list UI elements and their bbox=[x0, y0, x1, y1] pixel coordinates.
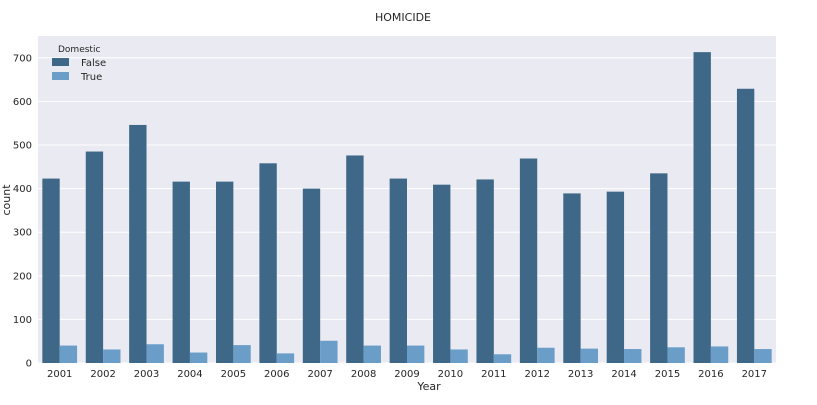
bar-true-2012 bbox=[537, 347, 555, 363]
bar-true-2007 bbox=[320, 340, 338, 363]
bar-false-2006 bbox=[259, 163, 277, 363]
legend-label-true: True bbox=[80, 72, 102, 83]
bars bbox=[42, 52, 772, 364]
bar-true-2005 bbox=[233, 345, 251, 363]
chart-title: HOMICIDE bbox=[375, 11, 431, 24]
x-tick-label: 2008 bbox=[351, 369, 376, 380]
bar-false-2012 bbox=[519, 158, 538, 363]
bar-false-2013 bbox=[563, 193, 581, 363]
x-tick-label: 2015 bbox=[655, 369, 680, 380]
y-axis-label: count bbox=[0, 184, 13, 216]
bar-false-2015 bbox=[650, 173, 668, 363]
x-tick-label: 2016 bbox=[698, 369, 723, 380]
x-tick-label: 2014 bbox=[611, 369, 636, 380]
bar-true-2017 bbox=[754, 349, 772, 363]
bar-false-2002 bbox=[85, 151, 104, 363]
x-tick-label: 2013 bbox=[568, 369, 593, 380]
bar-false-2007 bbox=[302, 188, 321, 363]
x-tick-label: 2010 bbox=[438, 369, 463, 380]
bar-true-2015 bbox=[667, 347, 685, 363]
x-tick-labels: 2001 2002 2003 2004 2005 2006 2007 2008 2009 2010… bbox=[47, 369, 767, 380]
bar-false-2005 bbox=[215, 181, 234, 363]
x-tick-label: 2005 bbox=[221, 369, 246, 380]
bar-true-2011 bbox=[493, 354, 512, 363]
x-tick-label: 2009 bbox=[394, 369, 419, 380]
legend-label-false: False bbox=[81, 58, 106, 69]
bar-true-2014 bbox=[624, 349, 642, 363]
bar-true-2010 bbox=[450, 349, 468, 363]
bar-false-2017 bbox=[736, 88, 755, 364]
bar-true-2001 bbox=[59, 345, 78, 363]
bar-false-2004 bbox=[172, 181, 190, 363]
x-tick-label: 2001 bbox=[47, 369, 72, 380]
bar-true-2004 bbox=[189, 352, 208, 363]
y-tick-labels: 0 100 200 300 400 500 600 700 bbox=[13, 53, 32, 369]
x-tick-label: 2003 bbox=[134, 369, 159, 380]
bar-true-2016 bbox=[710, 346, 729, 363]
y-tick-label: 300 bbox=[13, 228, 32, 239]
x-tick-label: 2007 bbox=[307, 369, 332, 380]
y-tick-label: 400 bbox=[13, 184, 32, 195]
bar-true-2009 bbox=[407, 345, 425, 363]
legend: Domestic False True bbox=[52, 45, 106, 83]
y-tick-label: 500 bbox=[13, 141, 32, 152]
x-tick-label: 2012 bbox=[525, 369, 550, 380]
bar-false-2014 bbox=[606, 191, 625, 363]
bar-false-2009 bbox=[389, 178, 407, 363]
bar-false-2011 bbox=[476, 179, 494, 363]
x-tick-label: 2004 bbox=[177, 369, 202, 380]
legend-swatch-true bbox=[52, 72, 69, 80]
legend-swatch-false bbox=[52, 58, 69, 66]
bar-false-2008 bbox=[346, 155, 364, 363]
bar-true-2013 bbox=[580, 348, 599, 363]
y-tick-label: 100 bbox=[13, 315, 32, 326]
bar-false-2001 bbox=[42, 178, 60, 363]
bar-true-2006 bbox=[276, 353, 295, 363]
x-tick-label: 2006 bbox=[264, 369, 289, 380]
x-tick-label: 2011 bbox=[481, 369, 506, 380]
bar-false-2016 bbox=[693, 52, 711, 364]
bar-true-2008 bbox=[363, 345, 381, 363]
bar-true-2003 bbox=[146, 344, 164, 363]
y-tick-label: 700 bbox=[13, 53, 32, 64]
x-tick-label: 2017 bbox=[742, 369, 767, 380]
y-tick-label: 200 bbox=[13, 271, 32, 282]
bar-false-2003 bbox=[129, 124, 147, 363]
legend-title: Domestic bbox=[58, 45, 100, 55]
bar-true-2002 bbox=[103, 349, 121, 363]
x-axis-label: Year bbox=[416, 380, 441, 393]
x-tick-label: 2002 bbox=[90, 369, 115, 380]
y-tick-label: 0 bbox=[26, 359, 32, 370]
bar-false-2010 bbox=[433, 184, 451, 363]
y-tick-label: 600 bbox=[13, 97, 32, 108]
